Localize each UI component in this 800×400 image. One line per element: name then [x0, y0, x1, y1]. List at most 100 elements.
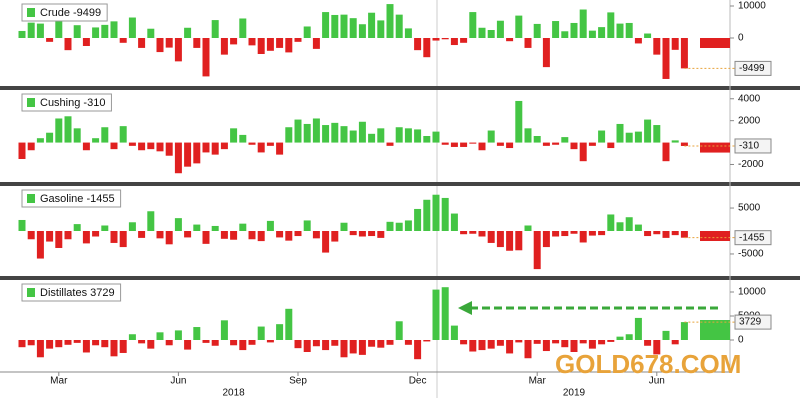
legend-swatch — [27, 98, 35, 107]
bar — [460, 231, 468, 235]
x-tick-label: Dec — [409, 376, 427, 387]
bar — [322, 340, 330, 351]
latest-label: -9499 — [739, 63, 765, 74]
bar — [36, 231, 44, 259]
bar — [478, 27, 486, 38]
bar — [441, 287, 449, 340]
bar — [506, 142, 514, 149]
bar — [570, 142, 578, 150]
bar — [276, 324, 284, 340]
bar — [414, 208, 422, 231]
bar — [165, 340, 173, 346]
legend-swatch — [27, 8, 35, 17]
bar — [386, 4, 394, 38]
bar — [119, 231, 127, 248]
bar — [625, 22, 633, 38]
bar — [128, 142, 136, 146]
bar — [73, 340, 81, 343]
bar — [64, 340, 72, 345]
annotation-arrowhead — [458, 301, 472, 315]
bar — [487, 231, 495, 243]
bar — [662, 231, 670, 238]
bar — [110, 142, 118, 150]
bar — [248, 38, 256, 46]
bar — [552, 142, 560, 145]
bar — [552, 340, 560, 344]
bar — [423, 199, 431, 231]
x-tick-label: Mar — [529, 376, 547, 387]
bar — [92, 138, 100, 143]
bar — [432, 131, 440, 143]
bar — [239, 18, 247, 38]
bar — [174, 218, 182, 231]
bar — [358, 231, 366, 237]
bar — [220, 38, 228, 55]
bar — [598, 130, 606, 143]
bar — [423, 136, 431, 143]
x-year-label: 2019 — [563, 388, 586, 399]
bar — [73, 128, 81, 143]
bar — [239, 340, 247, 351]
bar — [303, 220, 311, 231]
latest-label: -1455 — [739, 232, 765, 243]
latest-label-box — [734, 230, 772, 246]
bar — [598, 231, 606, 236]
bar — [404, 28, 412, 38]
bar — [211, 340, 219, 346]
bar — [404, 340, 412, 345]
bar — [220, 320, 228, 340]
bar — [432, 194, 440, 231]
bar — [27, 142, 35, 151]
legend-box — [21, 189, 122, 208]
bar — [542, 340, 550, 352]
bar — [450, 38, 458, 46]
bar — [101, 225, 109, 231]
bar — [680, 38, 688, 69]
bar — [119, 340, 127, 353]
y-tick-label: 4000 — [738, 93, 761, 104]
bar — [239, 134, 247, 143]
bar — [680, 142, 688, 146]
bar — [607, 12, 615, 38]
bar — [294, 38, 302, 42]
x-tick-label: Jun — [649, 376, 665, 387]
bar — [515, 231, 523, 251]
bar — [165, 142, 173, 156]
bar — [36, 23, 44, 38]
bar — [478, 231, 486, 237]
bar — [18, 30, 26, 38]
bar — [46, 340, 54, 349]
bar — [588, 142, 596, 146]
bar — [285, 231, 293, 241]
bar — [46, 231, 54, 242]
bar — [607, 340, 615, 342]
bar — [349, 130, 357, 143]
bar — [368, 340, 376, 347]
legend-text: Distillates 3729 — [40, 287, 115, 299]
bar — [404, 220, 412, 231]
bar — [358, 121, 366, 143]
bar — [322, 12, 330, 38]
bar — [515, 15, 523, 39]
panel-separator — [0, 276, 800, 280]
bar — [36, 138, 44, 143]
bar — [561, 231, 569, 237]
bar — [598, 27, 606, 38]
bar — [73, 25, 81, 38]
bar — [220, 231, 228, 239]
bar — [312, 340, 320, 347]
bar — [616, 123, 624, 143]
bar — [441, 197, 449, 231]
bar — [542, 38, 550, 68]
bar — [82, 231, 90, 244]
bar — [386, 340, 394, 345]
bar — [616, 222, 624, 231]
bar — [174, 142, 182, 174]
bar — [239, 223, 247, 231]
bar — [257, 142, 265, 153]
bar — [174, 38, 182, 62]
bar — [358, 24, 366, 38]
bar — [377, 20, 385, 38]
bar — [496, 142, 504, 146]
x-tick-label: Mar — [50, 376, 68, 387]
